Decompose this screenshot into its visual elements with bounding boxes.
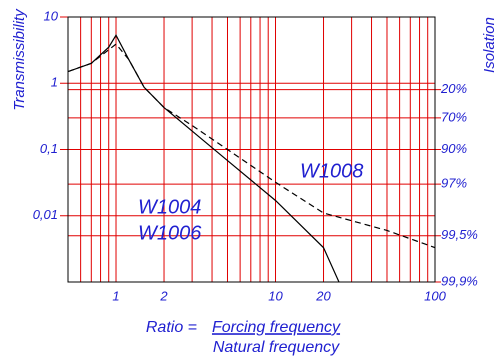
y-tick-label: 0,01	[33, 207, 58, 222]
y-tick-label: 0,1	[40, 141, 58, 156]
y-axis-label: Transmissibility	[11, 8, 28, 111]
y2-axis-label: Isolation	[481, 17, 498, 73]
y2-tick-label: 97%	[441, 176, 467, 191]
x-tick-label: 2	[159, 288, 168, 303]
plot-area	[68, 34, 435, 282]
x-axis-label-prefix: Ratio =	[146, 319, 197, 336]
y2-tick-label: 90%	[441, 141, 467, 156]
x-tick-label: 20	[315, 288, 331, 303]
x-tick-label: 100	[424, 288, 446, 303]
plot-border	[67, 16, 436, 283]
y2-tick-label: 99,5%	[441, 227, 478, 242]
y2-tick-label: 99,9%	[441, 273, 478, 288]
series-label: W1004	[138, 196, 201, 218]
x-axis-label-numerator: Forcing frequency	[212, 319, 341, 336]
y-tick-label: 10	[44, 8, 59, 23]
series-label: W1006	[138, 222, 202, 244]
x-tick-label: 10	[268, 288, 283, 303]
x-tick-label: 1	[112, 288, 119, 303]
data-line	[68, 43, 435, 249]
y2-tick-label: 20%	[440, 81, 467, 96]
y2-tick-label: 70%	[441, 109, 467, 124]
series-label: W1008	[300, 160, 363, 182]
y-tick-label: 1	[51, 75, 58, 90]
x-axis-label-denominator: Natural frequency	[213, 339, 340, 356]
